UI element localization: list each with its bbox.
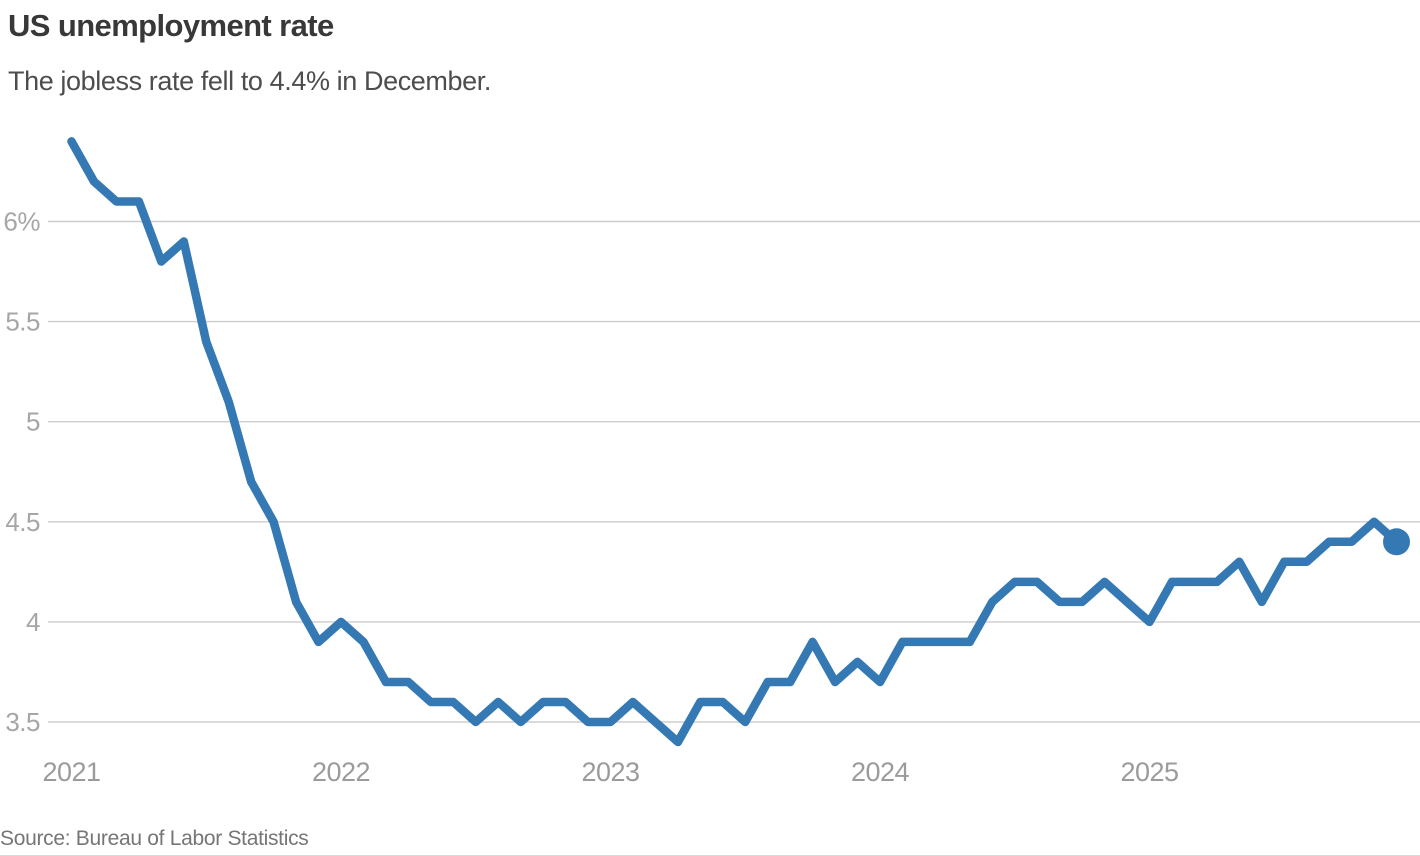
x-axis-tick-label: 2022	[312, 757, 370, 787]
unemployment-rate-line	[67, 137, 1401, 747]
x-axis-tick-label: 2021	[42, 757, 100, 787]
latest-value-dot	[1383, 528, 1410, 556]
x-axis-tick-label: 2025	[1120, 757, 1178, 787]
source-note: Source: Bureau of Labor Statistics	[0, 827, 309, 850]
y-axis-tick-label: 5	[26, 407, 40, 437]
y-axis-tick-label: 6%	[3, 207, 40, 237]
x-axis-tick-label: 2023	[581, 757, 639, 787]
y-axis-tick-label: 3.5	[5, 707, 40, 737]
chart-subtitle: The jobless rate fell to 4.4% in Decembe…	[8, 66, 491, 96]
x-axis-tick-label: 2024	[851, 757, 910, 787]
y-axis-tick-label: 5.5	[5, 307, 40, 337]
y-axis-tick-label: 4.5	[5, 507, 40, 537]
y-axis-tick-label: 4	[26, 607, 40, 637]
page-title: US unemployment rate	[8, 8, 334, 43]
